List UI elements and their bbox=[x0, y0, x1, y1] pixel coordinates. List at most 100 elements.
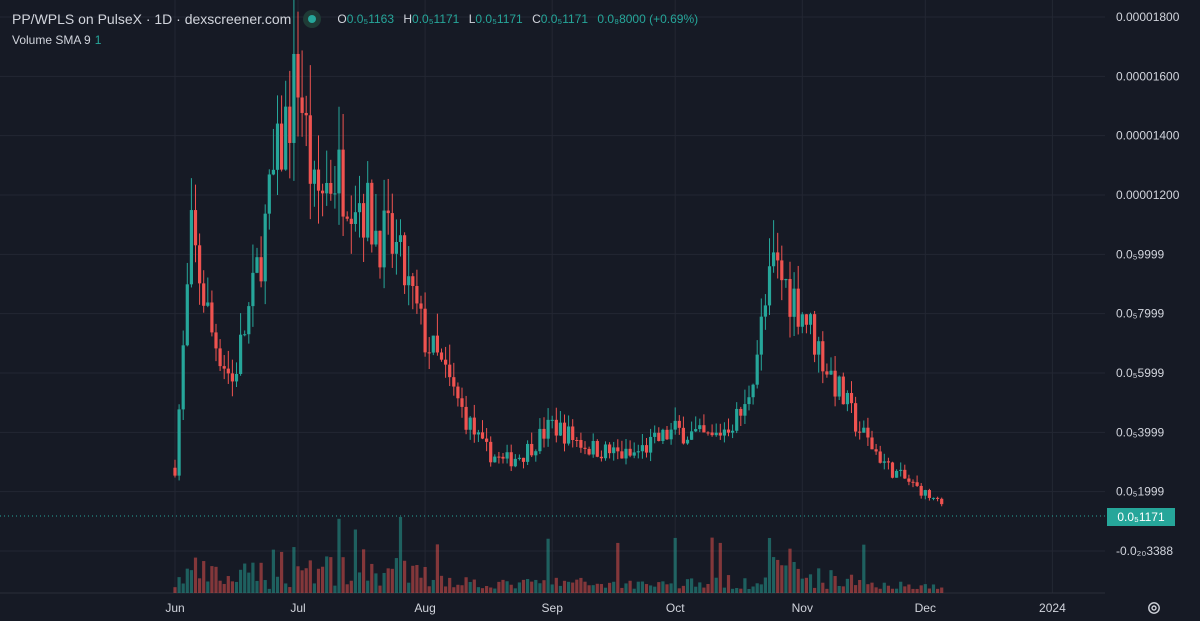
volume-bar bbox=[407, 582, 411, 593]
candle-body bbox=[419, 303, 423, 309]
candle-body bbox=[841, 376, 845, 405]
candle-body bbox=[345, 216, 349, 219]
candle-body bbox=[247, 306, 251, 335]
volume-bar bbox=[743, 578, 747, 593]
candle-body bbox=[497, 456, 501, 458]
volume-bar bbox=[210, 566, 214, 593]
candle-body bbox=[690, 431, 694, 440]
volume-bar bbox=[472, 579, 476, 593]
volume-bar bbox=[284, 583, 288, 593]
candle-body bbox=[624, 448, 628, 459]
candle-body bbox=[239, 334, 243, 374]
volume-bar bbox=[476, 587, 480, 593]
candle-body bbox=[845, 392, 849, 405]
volume-bar bbox=[263, 580, 267, 593]
volume-bar bbox=[915, 588, 919, 593]
candle-body bbox=[353, 212, 357, 224]
candle-body bbox=[513, 458, 517, 467]
gear-icon[interactable] bbox=[1146, 600, 1162, 616]
volume-bar bbox=[362, 549, 366, 593]
volume-bar bbox=[448, 577, 452, 593]
candle-body bbox=[800, 314, 804, 327]
volume-bar bbox=[378, 585, 382, 593]
volume-bar bbox=[530, 581, 534, 593]
candle-body bbox=[899, 469, 903, 471]
candle-body bbox=[509, 452, 513, 467]
x-tick-label: Jul bbox=[290, 601, 305, 615]
candle-body bbox=[603, 444, 608, 459]
volume-bar bbox=[886, 585, 890, 593]
candle-body bbox=[890, 462, 895, 478]
volume-bar bbox=[772, 557, 776, 593]
volume-bar bbox=[325, 556, 329, 593]
volume-bar bbox=[247, 572, 251, 593]
volume-bar bbox=[669, 583, 673, 593]
volume-bar bbox=[624, 583, 628, 593]
volume-bar bbox=[386, 568, 390, 593]
candle-body bbox=[755, 354, 759, 385]
volume-bar bbox=[243, 563, 247, 593]
candle-body bbox=[936, 497, 940, 499]
candle-body bbox=[538, 428, 542, 452]
candle-body bbox=[567, 426, 571, 444]
volume-bar bbox=[927, 588, 931, 593]
candle-body bbox=[259, 257, 263, 282]
volume-bar bbox=[526, 579, 530, 593]
volume-bar bbox=[558, 585, 562, 593]
candle-body bbox=[636, 451, 640, 453]
volume-bar bbox=[206, 581, 210, 593]
volume-bar bbox=[587, 585, 591, 593]
candle-body bbox=[612, 447, 616, 454]
volume-bar bbox=[226, 576, 230, 593]
candle-body bbox=[263, 213, 267, 282]
candle-body bbox=[333, 193, 337, 195]
volume-bar bbox=[653, 586, 657, 593]
candle-body bbox=[288, 106, 292, 143]
x-tick-label: Nov bbox=[792, 601, 813, 615]
volume-bar bbox=[571, 582, 575, 593]
x-tick-label: Jun bbox=[165, 601, 184, 615]
candle-body bbox=[530, 443, 534, 456]
volume-bar bbox=[456, 584, 460, 593]
volume-bar bbox=[509, 584, 513, 593]
candle-body bbox=[489, 441, 493, 463]
volume-bar bbox=[591, 585, 595, 593]
candle-body bbox=[370, 182, 374, 245]
candle-body bbox=[849, 392, 854, 404]
candle-body bbox=[833, 370, 837, 397]
volume-bar bbox=[603, 587, 608, 593]
candle-body bbox=[808, 314, 813, 325]
volume-bar bbox=[628, 580, 632, 593]
candle-body bbox=[378, 230, 382, 268]
candle-body bbox=[546, 419, 550, 439]
volume-bar bbox=[923, 584, 927, 593]
volume-bar bbox=[567, 581, 571, 593]
candle-body bbox=[403, 235, 407, 286]
candle-body bbox=[763, 305, 767, 317]
candle-body bbox=[591, 441, 595, 455]
x-tick-label: Aug bbox=[414, 601, 435, 615]
volume-bar bbox=[357, 572, 362, 593]
volume-bar bbox=[214, 566, 218, 593]
ohlc-readout: O0.0₅1163 H0.0₅1171 L0.0₅1171 C0.0₅1171 … bbox=[337, 12, 699, 26]
candle-body bbox=[382, 210, 386, 268]
y-axis: 0.00001800 0.00001600 0.00001400 0.00001200… bbox=[1116, 10, 1180, 558]
candle-body bbox=[628, 448, 632, 456]
candle-body bbox=[280, 123, 284, 170]
candle-body bbox=[444, 359, 448, 365]
volume-bar bbox=[460, 585, 464, 593]
dot-icon[interactable] bbox=[303, 10, 322, 28]
volume-bar bbox=[854, 585, 858, 593]
candle-body bbox=[198, 245, 202, 284]
candle-body bbox=[386, 210, 390, 214]
candle-body bbox=[640, 445, 644, 452]
candle-body bbox=[702, 425, 706, 433]
volume-bar bbox=[489, 587, 493, 593]
volume-bar bbox=[501, 579, 505, 593]
open-value: 0.0₅1163 bbox=[346, 12, 395, 26]
candle-body bbox=[341, 149, 345, 217]
volume-bar bbox=[767, 537, 772, 593]
candle-body bbox=[337, 149, 341, 194]
volume-bar bbox=[919, 585, 923, 593]
